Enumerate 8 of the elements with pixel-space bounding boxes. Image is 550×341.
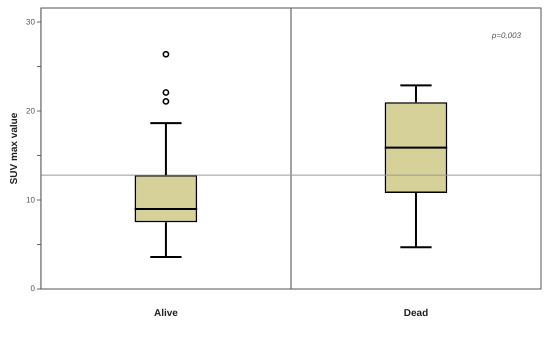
y-axis-title: SUV max value	[8, 112, 20, 184]
y-tick-label: 30	[26, 17, 36, 26]
annotation: p=0,003	[490, 31, 522, 40]
x-tick-label: Alive	[154, 308, 178, 319]
y-tick-label: 20	[26, 106, 36, 116]
y-tick-label: 10	[26, 195, 36, 204]
y-tick-label: 0	[30, 284, 36, 294]
x-tick-label: Dead	[404, 308, 428, 319]
